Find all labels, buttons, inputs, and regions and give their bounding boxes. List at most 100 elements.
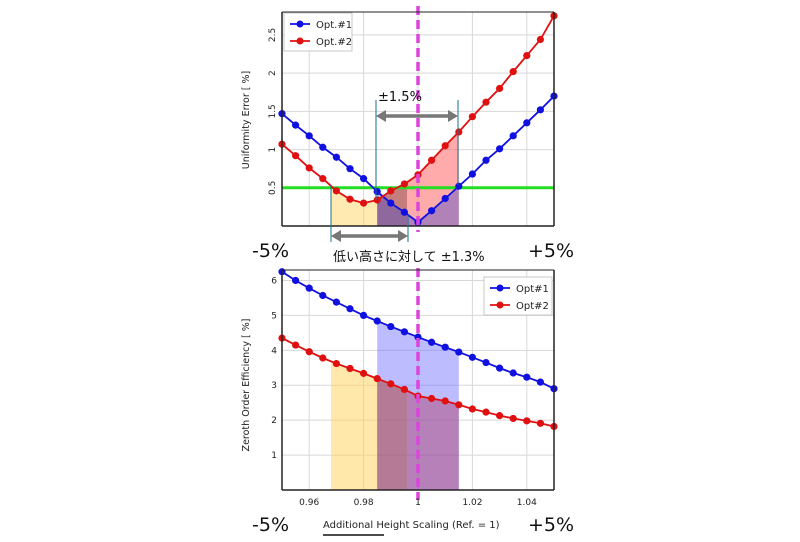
data-point — [428, 207, 436, 215]
data-point — [455, 128, 463, 136]
legend-label: Opt.#1 — [316, 20, 352, 31]
legend-marker — [296, 20, 304, 28]
y-tick-label: 2 — [268, 70, 278, 76]
bottom-range-arrow — [331, 230, 408, 242]
bottom-range-annotation: 低い高さに対して ±1.3% — [333, 249, 485, 265]
shaded-region — [330, 185, 378, 226]
data-point — [305, 348, 313, 356]
legend-label: Opt#2 — [516, 301, 549, 312]
data-point — [509, 68, 517, 76]
data-point — [373, 188, 381, 196]
top-range-annotation: ±1.5% — [378, 90, 422, 105]
data-point — [373, 375, 381, 383]
data-point — [360, 175, 368, 183]
data-point — [414, 333, 422, 341]
data-point — [305, 132, 313, 140]
legend-label: Opt.#2 — [316, 37, 352, 48]
data-point — [468, 353, 476, 361]
data-point — [509, 414, 517, 423]
y-tick-label: 0.5 — [268, 181, 278, 195]
data-point — [319, 354, 327, 362]
data-point — [455, 348, 463, 356]
shaded-region — [407, 131, 459, 226]
data-point — [496, 364, 504, 372]
data-point — [468, 113, 476, 121]
data-point — [509, 369, 517, 377]
top-left-limit-label: -5% — [252, 240, 289, 262]
legend — [483, 276, 553, 316]
data-point — [346, 305, 354, 313]
y-tick-label: 4 — [271, 346, 277, 356]
data-point — [536, 35, 545, 44]
data-point — [441, 397, 449, 405]
data-point — [441, 194, 449, 203]
shaded-region — [407, 390, 459, 490]
data-point — [400, 208, 408, 216]
data-point — [346, 364, 354, 373]
zeroth-order-efficiency-chart: 1 2 3 4 5 6 0.96 0.98 1 1.02 1.04 Opt#1 Opt#2 — [271, 268, 558, 508]
legend-marker — [496, 284, 504, 292]
data-point — [387, 322, 395, 331]
x-tick-label: 1.04 — [517, 498, 537, 508]
shaded-region — [377, 378, 408, 490]
data-point — [536, 106, 545, 114]
data-point — [387, 380, 395, 388]
data-point — [482, 98, 490, 106]
data-point — [346, 195, 354, 203]
data-point — [292, 121, 300, 129]
legend — [283, 12, 353, 52]
data-point — [400, 328, 408, 336]
data-point — [523, 417, 531, 425]
data-point — [468, 170, 476, 178]
data-point — [332, 153, 340, 161]
data-point — [523, 373, 531, 381]
y-tick-label: 2 — [271, 416, 277, 426]
data-point — [387, 199, 395, 207]
y-tick-label: 1 — [268, 147, 278, 153]
data-point — [523, 119, 531, 127]
data-point — [346, 165, 354, 173]
data-point — [360, 199, 368, 207]
data-point — [400, 180, 408, 188]
y-tick-label: 3 — [271, 381, 277, 391]
shaded-region — [377, 186, 459, 226]
x-tick-label: 1 — [415, 498, 421, 508]
y-tick-label: 1.5 — [268, 104, 278, 118]
data-point — [387, 187, 395, 195]
data-point — [332, 359, 340, 368]
x-tick-label: 1.02 — [462, 498, 482, 508]
y-tick-label: 2.5 — [268, 28, 278, 42]
y-tick-label: 5 — [271, 311, 277, 321]
bottom-y-axis-label: Zeroth Order Efficiency [ %] — [241, 319, 252, 452]
top-range-arrow — [376, 110, 458, 122]
data-point — [496, 412, 504, 420]
data-point — [441, 142, 449, 150]
data-point — [496, 84, 504, 93]
data-point — [468, 405, 476, 413]
data-point — [360, 369, 368, 377]
data-point — [482, 358, 490, 367]
legend-label: Opt#1 — [516, 284, 549, 295]
data-point — [292, 341, 300, 349]
data-point — [536, 378, 545, 386]
data-point — [332, 187, 340, 195]
data-point — [509, 132, 517, 140]
data-point — [428, 394, 436, 403]
data-point — [305, 284, 313, 292]
data-point — [482, 408, 490, 416]
x-tick-label: 0.98 — [354, 498, 374, 508]
legend-marker — [296, 37, 304, 45]
data-point — [441, 343, 449, 351]
data-point — [319, 143, 327, 151]
data-point — [455, 401, 463, 409]
shaded-region — [330, 361, 378, 490]
data-point — [319, 291, 327, 300]
data-point — [360, 311, 368, 319]
data-point — [305, 164, 313, 172]
y-tick-label: 1 — [271, 451, 277, 461]
data-point — [482, 156, 490, 164]
data-point — [496, 145, 504, 153]
data-point — [373, 317, 381, 325]
x-tick-label: 0.96 — [299, 498, 319, 508]
